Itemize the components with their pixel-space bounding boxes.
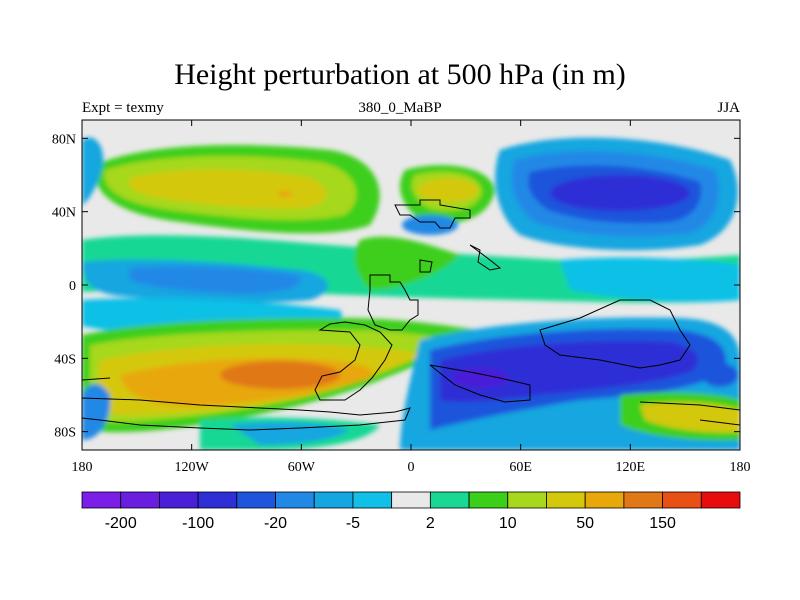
axis-ticks: 80N 40N 0 40S 80S 180 120W 60W 0 60E 120E 180 bbox=[52, 120, 751, 475]
colorbar: -200 -100 -20 -5 2 10 50 150 bbox=[81, 491, 741, 532]
colorbar-swatch bbox=[120, 491, 160, 509]
colorbar-swatch bbox=[429, 491, 470, 509]
lat-label: 0 bbox=[69, 279, 76, 294]
colorbar-label: -20 bbox=[264, 515, 287, 532]
coastline-outlines bbox=[82, 199, 740, 431]
colorbar-label: -200 bbox=[105, 515, 137, 532]
colorbar-label: 50 bbox=[576, 515, 594, 532]
season-label: JJA bbox=[717, 100, 740, 116]
colorbar-swatch bbox=[197, 491, 238, 509]
colorbar-swatch bbox=[700, 491, 741, 509]
colorbar-label: -100 bbox=[182, 515, 214, 532]
lat-label: 40S bbox=[54, 352, 76, 367]
colorbar-swatch bbox=[236, 491, 276, 509]
colorbar-swatch bbox=[159, 491, 199, 509]
map-title: Height perturbation at 500 hPa (in m) bbox=[174, 58, 626, 91]
lon-label: 0 bbox=[408, 460, 415, 475]
colorbar-swatch bbox=[507, 491, 547, 509]
lon-label: 60E bbox=[509, 460, 532, 475]
colorbar-label: 10 bbox=[499, 515, 517, 532]
colorbar-swatch bbox=[275, 491, 315, 509]
lon-label: 180 bbox=[730, 460, 751, 475]
colorbar-swatch bbox=[313, 491, 354, 509]
colorbar-swatch bbox=[546, 491, 586, 509]
lat-label: 80S bbox=[54, 426, 76, 441]
lon-label: 120W bbox=[175, 460, 210, 475]
experiment-label: Expt = texmy bbox=[82, 100, 164, 116]
time-label: 380_0_MaBP bbox=[358, 100, 442, 116]
lon-label: 60W bbox=[288, 460, 316, 475]
colorbar-swatch bbox=[468, 491, 509, 509]
lat-label: 40N bbox=[52, 206, 76, 221]
colorbar-swatch bbox=[81, 491, 122, 509]
lat-label: 80N bbox=[52, 132, 76, 147]
lon-label: 180 bbox=[72, 460, 93, 475]
colorbar-label: 150 bbox=[649, 515, 676, 532]
contour-fill bbox=[82, 120, 740, 450]
lon-label: 120E bbox=[616, 460, 646, 475]
colorbar-swatch bbox=[623, 491, 663, 509]
colorbar-swatch bbox=[662, 491, 702, 509]
colorbar-label: 2 bbox=[426, 515, 435, 532]
colorbar-swatch bbox=[352, 491, 393, 509]
colorbar-swatch bbox=[584, 491, 625, 509]
colorbar-swatch bbox=[391, 491, 431, 509]
colorbar-label: -5 bbox=[346, 515, 360, 532]
